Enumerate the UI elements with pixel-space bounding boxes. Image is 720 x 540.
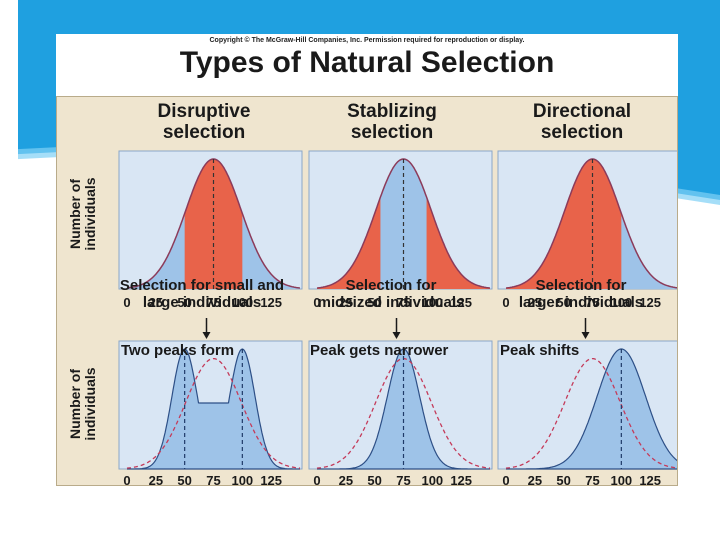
down-arrow-head <box>392 332 401 339</box>
tick-label: 25 <box>528 295 542 310</box>
copyright-notice: Copyright © The McGraw-Hill Companies, I… <box>209 37 525 44</box>
tick-label: 0 <box>123 473 130 485</box>
note-directional: Selection for larger individuals <box>518 277 644 311</box>
tick-label: 75 <box>396 473 410 485</box>
tick-label: 100 <box>231 473 253 485</box>
tick-label: 125 <box>450 473 472 485</box>
y-axis-label-top: Number of individuals <box>67 177 98 251</box>
tick-label: 100 <box>610 295 632 310</box>
tick-label: 50 <box>367 295 381 310</box>
page-title: Types of Natural Selection <box>179 46 555 79</box>
tick-label: 75 <box>206 473 220 485</box>
original-curve-dashed <box>505 357 677 469</box>
result-title-directional: Peak shifts <box>500 342 580 359</box>
tick-label: 0 <box>313 295 320 310</box>
tick-label: 125 <box>260 295 282 310</box>
note-stabilizing: Selection for midsized individuals <box>317 277 465 311</box>
tick-label: 75 <box>585 295 599 310</box>
tick-label: 0 <box>502 295 509 310</box>
tick-label: 0 <box>502 473 509 485</box>
tick-label: 25 <box>149 473 163 485</box>
down-arrow-head <box>202 332 211 339</box>
result-title-stabilizing: Peak gets narrower <box>310 342 449 359</box>
tick-label: 25 <box>149 295 163 310</box>
heading-stabilizing: Stablizing selection <box>347 101 437 143</box>
tick-label: 125 <box>450 295 472 310</box>
figure-graphics: 0 25 50 75 100 125 0 25 50 75 100 125 0 25 50 75 100 125 0… <box>118 150 677 485</box>
slide-content: Copyright © The McGraw-Hill Companies, I… <box>56 34 678 490</box>
tick-label: 125 <box>260 473 282 485</box>
result-curve <box>127 348 300 470</box>
tick-label: 75 <box>396 295 410 310</box>
tick-label: 50 <box>177 295 191 310</box>
tick-label: 75 <box>585 473 599 485</box>
tick-label: 0 <box>313 473 320 485</box>
tick-label: 100 <box>421 473 443 485</box>
heading-directional: Directional selection <box>532 101 632 143</box>
tick-label: 25 <box>528 473 542 485</box>
natural-selection-figure: 0 25 50 75 100 125 0 25 50 75 100 125 0 25 50 75 100 125 0… <box>56 96 678 486</box>
y-axis-label-bottom: Number of individuals <box>67 367 98 441</box>
tick-label: 25 <box>339 473 353 485</box>
tick-label: 100 <box>610 473 632 485</box>
tick-label: 25 <box>339 295 353 310</box>
tick-label: 75 <box>206 295 220 310</box>
tick-label: 50 <box>177 473 191 485</box>
result-curve <box>506 348 677 470</box>
tick-label: 125 <box>639 473 661 485</box>
down-arrow-head <box>581 332 590 339</box>
tick-label: 50 <box>367 473 381 485</box>
note-disruptive: Selection for small and large individuals <box>119 277 285 311</box>
tick-label: 125 <box>639 295 661 310</box>
result-title-disruptive: Two peaks form <box>121 342 235 359</box>
tick-label: 100 <box>231 295 253 310</box>
tick-label: 50 <box>556 295 570 310</box>
tick-label: 50 <box>556 473 570 485</box>
tick-label: 100 <box>421 295 443 310</box>
original-curve-dashed <box>126 357 301 469</box>
tick-label: 0 <box>123 295 130 310</box>
heading-disruptive: Disruptive selection <box>157 101 251 143</box>
